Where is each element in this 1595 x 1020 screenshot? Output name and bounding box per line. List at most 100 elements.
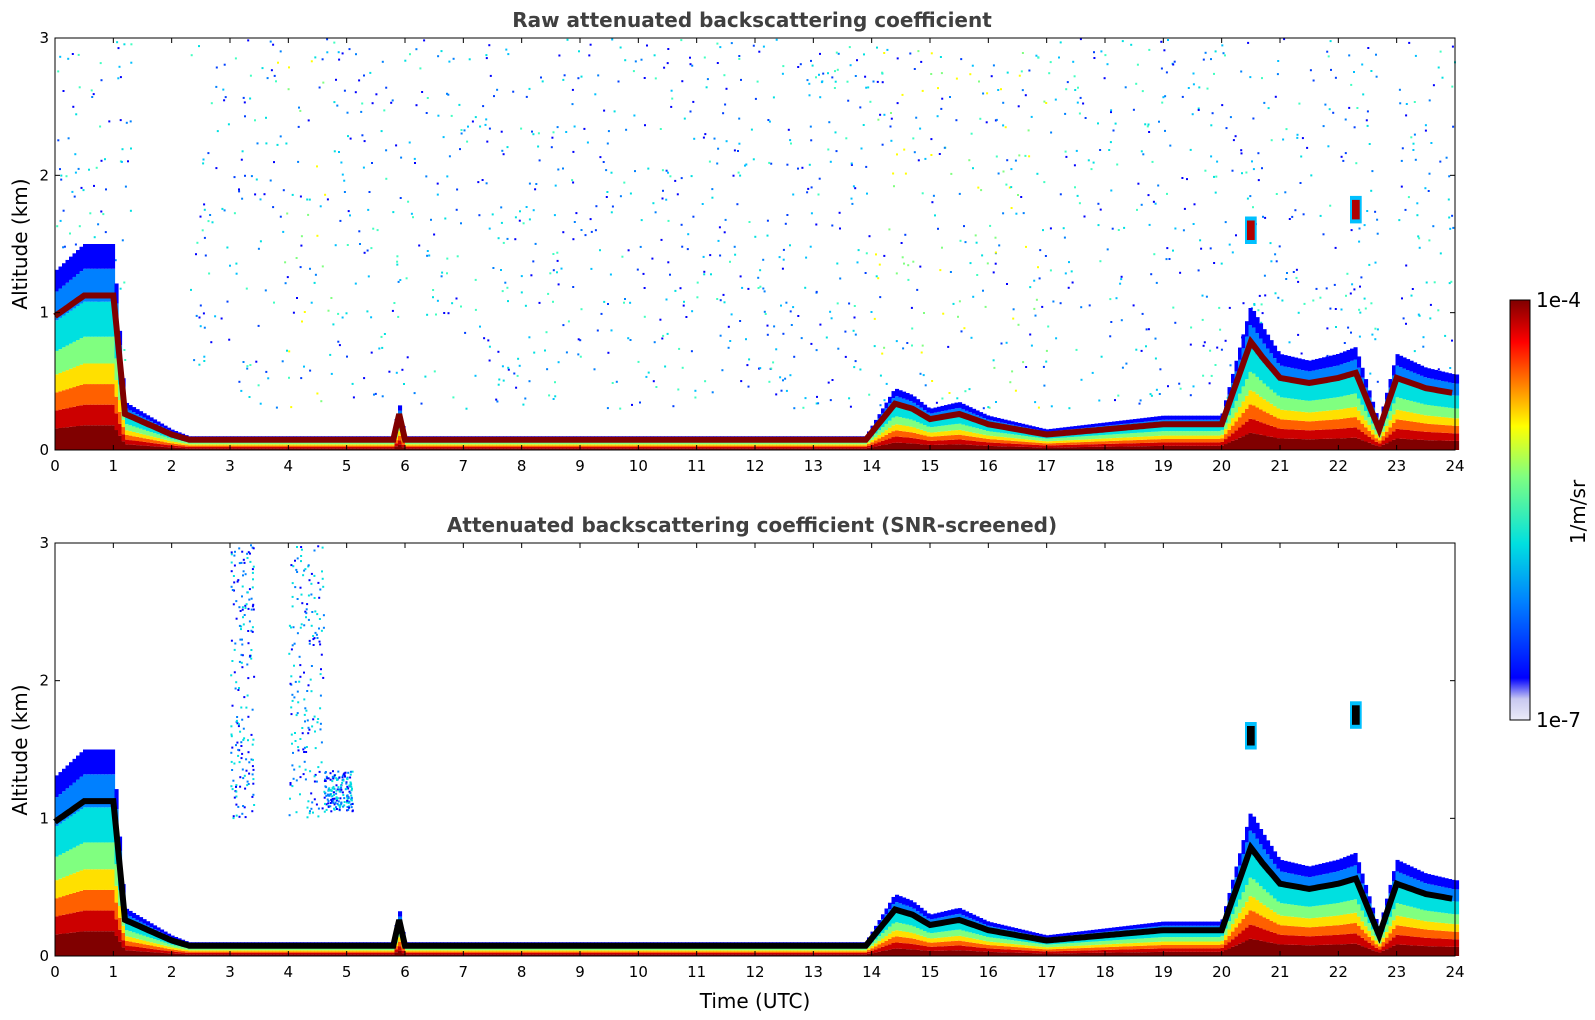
layer-cell (139, 422, 144, 429)
layer-cell (601, 448, 606, 450)
layer-cell (1042, 443, 1047, 446)
noise-pixel (1042, 229, 1044, 232)
layer-cell (790, 448, 795, 450)
layer-cell (100, 268, 105, 302)
noise-pixel (599, 156, 602, 159)
layer-cell (930, 432, 935, 437)
layer-cell (877, 445, 882, 450)
noise-pixel (199, 215, 202, 218)
layer-cell (895, 430, 900, 437)
noise-pixel (285, 142, 288, 145)
layer-cell (1133, 427, 1138, 433)
layer-cell (755, 446, 760, 449)
layer-cell (594, 444, 599, 446)
layer-cell (1318, 438, 1323, 450)
layer-cell (1038, 437, 1043, 441)
noise-pixel (215, 66, 218, 69)
layer-cell (79, 384, 84, 406)
layer-cell (1056, 442, 1061, 446)
noise-pixel (921, 89, 924, 92)
noise-pixel (203, 355, 206, 358)
layer-cell (902, 425, 907, 432)
noise-pixel (1002, 124, 1005, 127)
noise-pixel (370, 316, 373, 319)
layer-cell (1105, 422, 1110, 426)
layer-cell (1427, 440, 1432, 450)
noise-pixel (551, 136, 554, 139)
noise-pixel (121, 148, 124, 151)
noise-pixel (1043, 100, 1046, 103)
layer-cell (1339, 409, 1344, 419)
layer-cell (275, 445, 280, 447)
layer-cell (356, 444, 361, 446)
layer-cell (1094, 444, 1099, 447)
layer-cell (1038, 447, 1043, 450)
layer-cell (104, 301, 109, 337)
noise-pixel (1411, 288, 1414, 290)
noise-pixel (229, 264, 231, 267)
noise-pixel (1425, 281, 1428, 284)
noise-pixel (1286, 272, 1288, 274)
layer-cell (97, 363, 102, 385)
noise-pixel (532, 133, 535, 136)
noise-pixel (1251, 160, 1253, 163)
layer-cell (513, 448, 518, 450)
layer-cell (226, 448, 231, 450)
layer-cell (1308, 412, 1313, 422)
layer-cell (83, 425, 88, 450)
layer-cell (1325, 398, 1330, 411)
layer-cell (1434, 405, 1439, 417)
noise-pixel (810, 186, 813, 189)
noise-pixel (782, 379, 784, 382)
layer-cell (1042, 428, 1047, 432)
layer-cell (1007, 443, 1012, 447)
layer-cell (177, 447, 182, 450)
noise-pixel (1363, 224, 1366, 227)
noise-pixel (119, 287, 122, 290)
noise-pixel (1452, 125, 1455, 128)
layer-cell (1350, 437, 1355, 450)
layer-cell (345, 444, 350, 446)
noise-pixel (303, 365, 305, 368)
noise-pixel (547, 292, 550, 295)
noise-pixel (415, 48, 418, 51)
noise-pixel (756, 80, 759, 83)
layer-cell (1192, 439, 1197, 443)
layer-cell (744, 444, 749, 446)
layer-cell (1430, 405, 1435, 417)
layer-cell (569, 448, 574, 450)
noise-pixel (992, 359, 995, 362)
layer-cell (97, 404, 102, 426)
layer-cell (1315, 369, 1320, 385)
layer-cell (202, 446, 207, 449)
layer-cell (265, 446, 270, 449)
layer-cell (296, 444, 301, 446)
layer-cell (849, 442, 854, 445)
noise-pixel (501, 149, 504, 152)
layer-cell (387, 448, 392, 450)
layer-cell (1178, 431, 1183, 436)
layer-cell (1129, 446, 1134, 450)
layer-cell (1248, 418, 1253, 433)
noise-pixel (1263, 101, 1266, 104)
layer-cell (359, 444, 364, 446)
noise-pixel (852, 329, 855, 332)
noise-pixel (937, 227, 939, 230)
layer-cell (83, 301, 88, 337)
layer-cell (349, 448, 354, 450)
noise-pixel (941, 97, 944, 100)
layer-cell (842, 442, 847, 445)
layer-cell (758, 444, 763, 446)
noise-pixel (881, 352, 884, 355)
layer-cell (905, 431, 910, 438)
layer-cell (1157, 425, 1162, 432)
layer-cell (72, 308, 77, 342)
noise-pixel (238, 190, 241, 193)
layer-cell (55, 392, 60, 411)
layer-cell (625, 445, 630, 447)
layer-cell (352, 445, 357, 447)
layer-cell (373, 444, 378, 446)
layer-cell (639, 445, 644, 447)
layer-cell (1091, 431, 1096, 436)
noise-pixel (1330, 68, 1332, 71)
